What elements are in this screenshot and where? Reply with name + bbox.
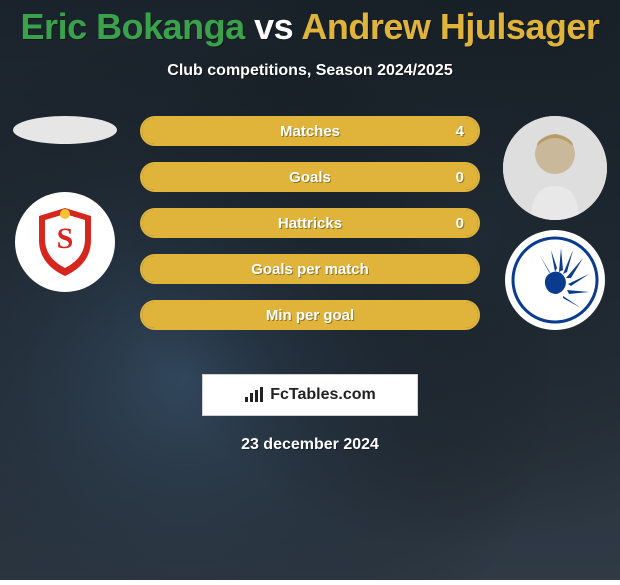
club-a-crest-icon: S — [25, 202, 105, 282]
stat-bar: Matches 4 — [140, 116, 480, 146]
brand-box: FcTables.com — [202, 374, 418, 416]
brand-chart-icon — [244, 387, 264, 403]
stat-value-b: 0 — [456, 169, 464, 186]
player-b-photo — [503, 116, 607, 220]
stat-bars: Matches 4 Goals 0 Hattricks 0 Goals per match M… — [140, 116, 480, 330]
content: Eric Bokanga vs Andrew Hjulsager Club co… — [0, 0, 620, 454]
comparison-body: S — [0, 116, 620, 356]
stat-label: Hattricks — [278, 215, 342, 232]
title-player-b: Andrew Hjulsager — [301, 6, 599, 47]
svg-text:S: S — [57, 222, 74, 255]
stat-bar: Goals 0 — [140, 162, 480, 192]
page-title: Eric Bokanga vs Andrew Hjulsager — [0, 0, 620, 48]
stat-label: Goals — [289, 169, 331, 186]
subtitle: Club competitions, Season 2024/2025 — [0, 62, 620, 80]
stat-value-b: 4 — [456, 123, 464, 140]
stat-bar: Min per goal — [140, 300, 480, 330]
club-b-crest-icon — [511, 236, 599, 324]
side-b-column — [500, 116, 610, 330]
stat-value-b: 0 — [456, 215, 464, 232]
club-b-badge — [505, 230, 605, 330]
stat-label: Matches — [280, 123, 340, 140]
stat-bar: Goals per match — [140, 254, 480, 284]
stat-label: Min per goal — [266, 307, 354, 324]
title-player-a: Eric Bokanga — [21, 6, 245, 47]
player-b-silhouette-icon — [503, 116, 607, 220]
date-text: 23 december 2024 — [0, 436, 620, 454]
player-a-photo — [13, 116, 117, 144]
club-a-badge: S — [15, 192, 115, 292]
stat-label: Goals per match — [251, 261, 369, 278]
brand-text: FcTables.com — [270, 386, 376, 404]
side-a-column: S — [10, 116, 120, 292]
title-vs: vs — [254, 6, 293, 47]
stat-bar: Hattricks 0 — [140, 208, 480, 238]
